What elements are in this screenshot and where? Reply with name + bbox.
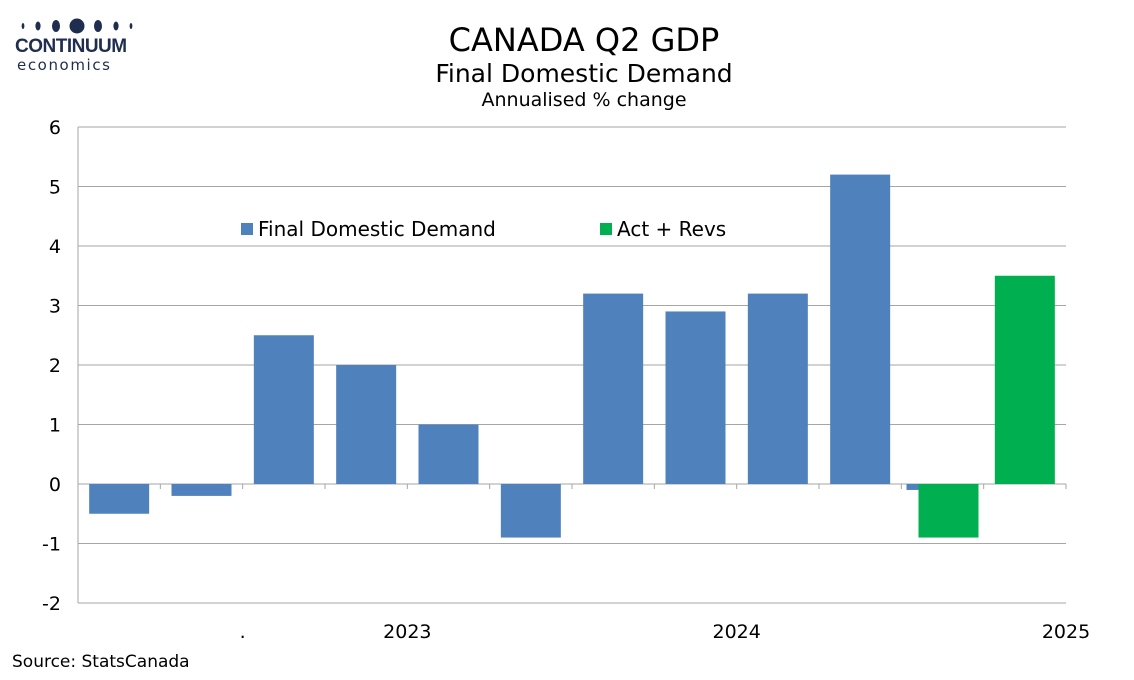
fdd-bar — [665, 311, 726, 484]
bar-chart: 6 5 4 3 2 1 0 -1 -2. 2023 2024 2025 Final Domestic D… — [42, 117, 1090, 643]
fdd-bar — [89, 484, 150, 514]
logo-tagline: economics — [17, 56, 112, 74]
y-tick-label: 4 — [49, 236, 61, 258]
y-tick-label: 5 — [49, 177, 61, 199]
fdd-bar — [500, 484, 561, 538]
act-revs-bar — [918, 484, 979, 538]
fdd-bar — [747, 293, 808, 484]
chart-titles: CANADA Q2 GDP Final Domestic Demand Annu… — [284, 20, 884, 112]
y-tick-label: -1 — [42, 534, 61, 556]
y-tick-label: 2 — [49, 355, 61, 377]
logo-wordmark: CONTINUUM — [15, 36, 127, 57]
legend-label: Final Domestic Demand — [258, 217, 496, 241]
fdd-bar — [583, 293, 644, 484]
fdd-bar — [253, 335, 314, 484]
legend-swatch — [241, 223, 253, 235]
logo: CONTINUUM economics — [14, 12, 144, 78]
fdd-bar — [418, 424, 479, 484]
legend-label: Act + Revs — [617, 217, 726, 241]
y-tick-label: 1 — [49, 415, 61, 437]
fdd-bar — [830, 174, 891, 484]
x-axis-label: . — [240, 621, 246, 643]
x-axis-label: 2025 — [1042, 621, 1090, 643]
act-revs-bar — [994, 275, 1055, 484]
x-axis-label: 2023 — [383, 621, 431, 643]
y-tick-label: 3 — [49, 296, 61, 318]
fdd-bar — [171, 484, 232, 496]
logo-dots-icon — [21, 18, 133, 34]
fdd-bar — [336, 365, 397, 484]
chart-title: CANADA Q2 GDP — [448, 21, 720, 59]
source-note: Source: StatsCanada — [12, 652, 190, 672]
chart-units: Annualised % change — [481, 89, 687, 111]
chart-subtitle: Final Domestic Demand — [435, 59, 733, 88]
y-tick-label: 6 — [49, 117, 61, 139]
y-tick-label: -2 — [42, 593, 61, 615]
x-axis-label: 2024 — [712, 621, 760, 643]
legend-swatch — [600, 223, 612, 235]
y-tick-label: 0 — [49, 474, 61, 496]
